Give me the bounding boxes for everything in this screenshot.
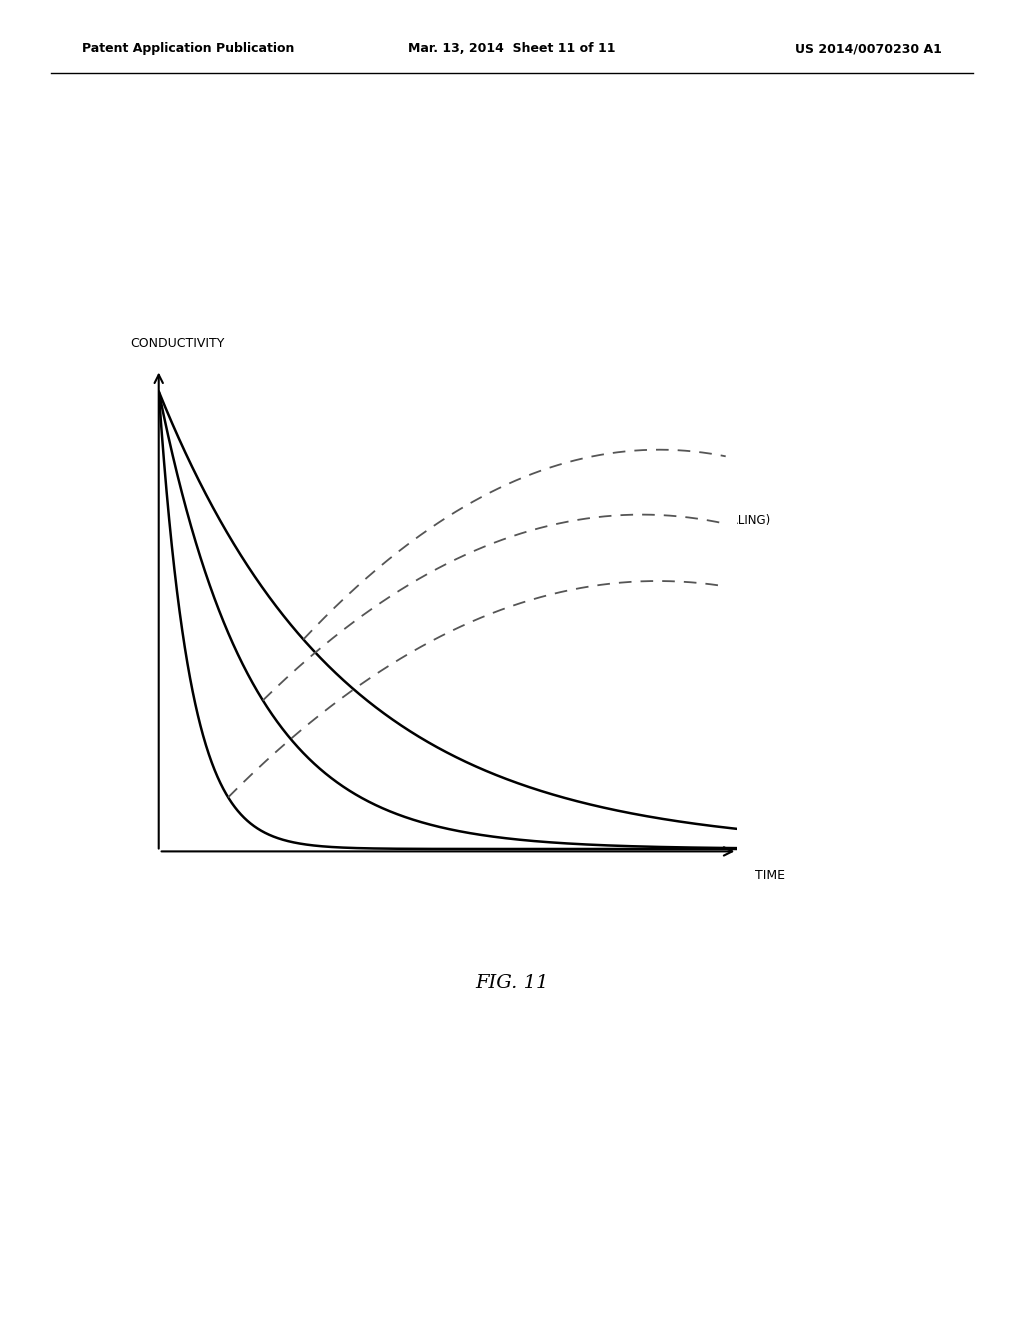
Text: US 2014/0070230 A1: US 2014/0070230 A1 <box>796 42 942 55</box>
Text: CONDUCTIVITY: CONDUCTIVITY <box>130 338 224 350</box>
Text: Mar. 13, 2014  Sheet 11 of 11: Mar. 13, 2014 Sheet 11 of 11 <box>409 42 615 55</box>
Text: 36 (AFTER IMPLANTING AND ANNEALING): 36 (AFTER IMPLANTING AND ANNEALING) <box>527 513 771 527</box>
Text: FIG. 11: FIG. 11 <box>475 974 549 993</box>
Text: 34 (BEFORE IMPLANTING): 34 (BEFORE IMPLANTING) <box>527 550 678 564</box>
Text: TIME: TIME <box>755 869 784 882</box>
Text: Patent Application Publication: Patent Application Publication <box>82 42 294 55</box>
Text: 38 (AFTER REMOVAL): 38 (AFTER REMOVAL) <box>527 477 652 490</box>
